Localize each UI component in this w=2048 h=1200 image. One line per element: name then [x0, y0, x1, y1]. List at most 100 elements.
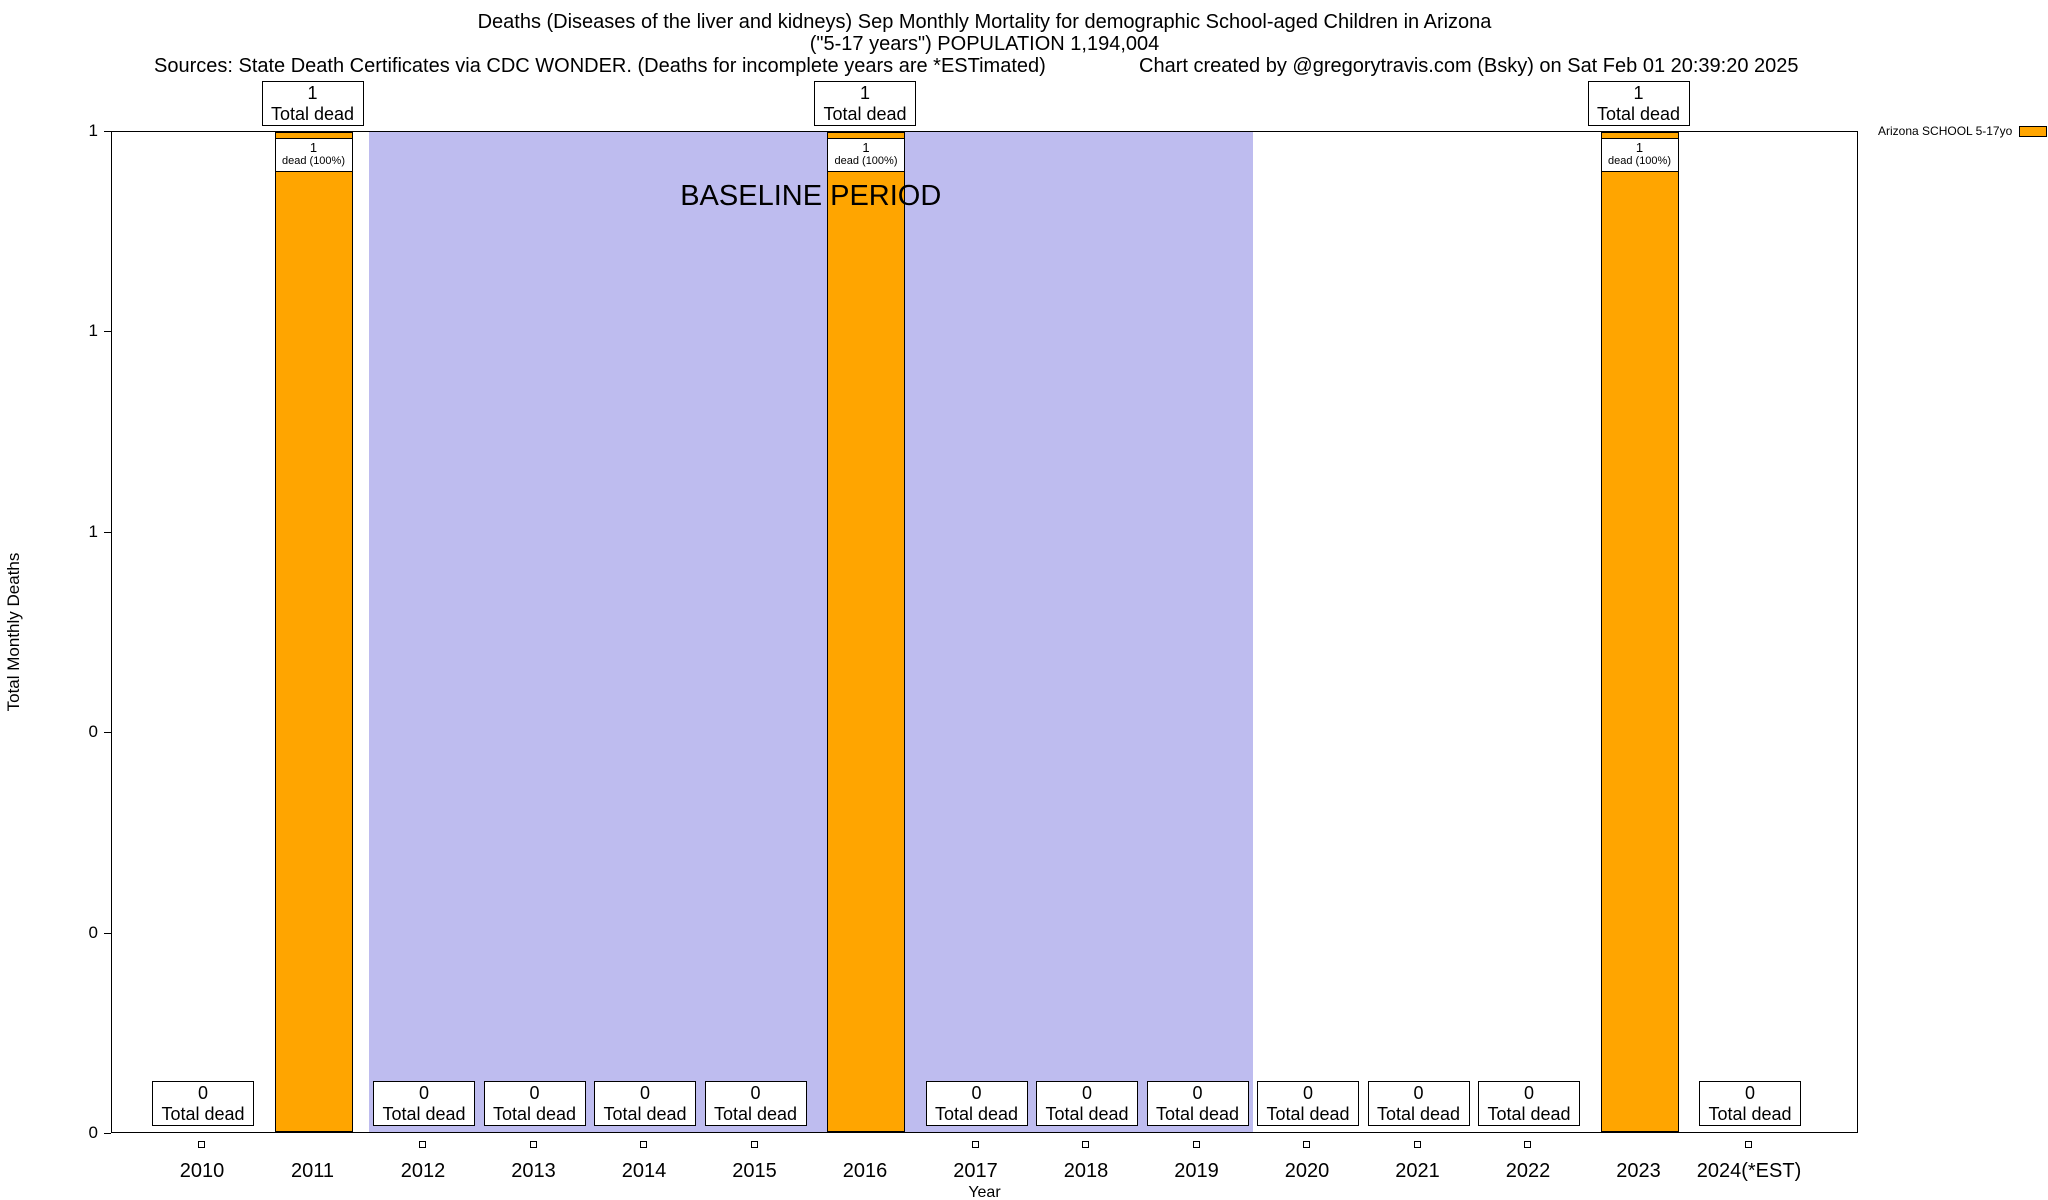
x-tick-label: 2011 [290, 1160, 334, 1182]
total-dead-box: 0 Total dead [1699, 1081, 1801, 1126]
total-dead-caption: Total dead [270, 104, 355, 124]
x-axis-title: Year [968, 1184, 1001, 1200]
bar-value-caption: dead (100%) [834, 155, 898, 167]
zero-point-marker-icon [1082, 1141, 1089, 1148]
total-dead-box: 0 Total dead [704, 1081, 807, 1126]
x-tick-label: 2015 [732, 1160, 777, 1182]
zero-point-marker-icon [971, 1141, 979, 1148]
x-tick-label: 2018 [1063, 1160, 1109, 1182]
total-dead-value: 0 [197, 1083, 208, 1103]
total-dead-caption: Total dead [1708, 1104, 1792, 1124]
y-tick-mark-icon [104, 131, 111, 132]
y-tick-label: 1 [88, 321, 98, 341]
y-tick-label: 0 [88, 1123, 98, 1142]
y-tick-mark-icon [104, 331, 111, 333]
bar-value-caption: dead (100%) [282, 155, 345, 167]
total-dead-caption: Total dead [934, 1104, 1019, 1124]
zero-point-marker-icon [198, 1141, 205, 1148]
bar-value: 1 [1635, 140, 1644, 155]
x-tick-label: 2019 [1174, 1160, 1219, 1182]
total-dead-value: 0 [1192, 1083, 1203, 1103]
total-dead-box: 0 Total dead [483, 1081, 586, 1126]
baseline-band [368, 132, 1253, 1132]
y-tick-label: 0 [88, 922, 98, 942]
x-tick-label: 2013 [511, 1160, 556, 1182]
total-dead-value: 0 [639, 1083, 650, 1103]
chart-title: Deaths (Diseases of the liver and kidney… [477, 11, 1492, 33]
bar-value: 1 [862, 140, 870, 155]
total-dead-value: 0 [1523, 1083, 1534, 1103]
x-tick-label: 2016 [842, 1160, 888, 1182]
y-tick-label: 1 [88, 121, 98, 140]
total-dead-caption: Total dead [1596, 104, 1681, 124]
total-dead-caption: Total dead [713, 1104, 798, 1124]
total-dead-value: 0 [750, 1083, 761, 1103]
total-dead-box: 1 Total dead [814, 81, 916, 126]
bar-2011 [274, 132, 353, 1132]
total-dead-value: 0 [1081, 1083, 1092, 1103]
total-dead-value: 1 [1633, 83, 1644, 103]
total-dead-caption: Total dead [1155, 1104, 1240, 1124]
chart-subtitle: ("5-17 years") POPULATION 1,194,004 [809, 33, 1160, 55]
x-tick-label: 2012 [400, 1160, 446, 1182]
total-dead-value: 1 [859, 83, 870, 103]
x-tick-label: 2023 [1616, 1160, 1661, 1182]
total-dead-caption: Total dead [1266, 1104, 1350, 1124]
legend-label: Arizona SCHOOL 5-17yo [1878, 124, 2013, 138]
total-dead-box: 0 Total dead [1478, 1081, 1580, 1126]
baseline-band-label: BASELINE PERIOD [680, 180, 942, 212]
bar-2023 [1600, 132, 1679, 1132]
y-tick-mark-icon [104, 531, 111, 533]
total-dead-box: 1 Total dead [261, 81, 364, 126]
credit-note: Chart created by @gregorytravis.com (Bsk… [1139, 55, 1799, 77]
zero-point-marker-icon [1303, 1141, 1310, 1148]
sources-note: Sources: State Death Certificates via CD… [154, 55, 1046, 77]
total-dead-caption: Total dead [603, 1104, 687, 1124]
zero-point-marker-icon [1524, 1141, 1531, 1148]
y-tick-mark-icon [104, 1133, 111, 1134]
total-dead-box: 0 Total dead [925, 1081, 1028, 1126]
y-tick-mark-icon [104, 932, 111, 934]
total-dead-box: 0 Total dead [594, 1081, 696, 1126]
total-dead-caption: Total dead [1376, 1104, 1461, 1124]
y-axis-title: Total Monthly Deaths [4, 552, 23, 712]
zero-point-marker-icon [419, 1141, 426, 1148]
total-dead-box: 1 Total dead [1587, 81, 1690, 126]
total-dead-value: 0 [1413, 1083, 1424, 1103]
bar-value-box: 1 dead (100%) [1600, 138, 1679, 172]
y-tick-label: 1 [88, 521, 98, 541]
bar-value-box: 1 dead (100%) [827, 138, 905, 172]
zero-point-marker-icon [750, 1141, 758, 1148]
bar-value: 1 [309, 140, 318, 155]
total-dead-box: 0 Total dead [1036, 1081, 1138, 1126]
total-dead-caption: Total dead [492, 1104, 577, 1124]
x-tick-label: 2021 [1395, 1160, 1440, 1182]
bar-value-caption: dead (100%) [1608, 155, 1671, 167]
bar-2016 [827, 132, 905, 1132]
total-dead-caption: Total dead [1487, 1104, 1571, 1124]
y-tick-mark-icon [104, 732, 111, 734]
total-dead-caption: Total dead [161, 1104, 245, 1124]
total-dead-box: 0 Total dead [152, 1081, 254, 1126]
total-dead-value: 0 [1302, 1083, 1313, 1103]
plot-area: BASELINE PERIOD 0 Total dead 1 dead (100%) 0 T… [111, 131, 1858, 1133]
zero-point-marker-icon [529, 1141, 537, 1148]
total-dead-caption: Total dead [823, 104, 907, 124]
zero-point-marker-icon [1413, 1141, 1421, 1148]
bar-value-box: 1 dead (100%) [274, 138, 353, 172]
total-dead-box: 0 Total dead [373, 1081, 475, 1126]
x-tick-label: 2010 [179, 1160, 225, 1182]
total-dead-value: 0 [1744, 1083, 1755, 1103]
total-dead-box: 0 Total dead [1257, 1081, 1359, 1126]
total-dead-value: 0 [529, 1083, 540, 1103]
y-tick-label: 0 [88, 722, 98, 742]
total-dead-box: 0 Total dead [1367, 1081, 1470, 1126]
legend: Arizona SCHOOL 5-17yo [1878, 124, 2048, 138]
x-tick-label: 2022 [1505, 1160, 1551, 1182]
total-dead-caption: Total dead [382, 1104, 466, 1124]
total-dead-value: 0 [971, 1083, 982, 1103]
x-tick-label: 2014 [621, 1160, 667, 1182]
total-dead-value: 0 [418, 1083, 429, 1103]
total-dead-box: 0 Total dead [1146, 1081, 1249, 1126]
